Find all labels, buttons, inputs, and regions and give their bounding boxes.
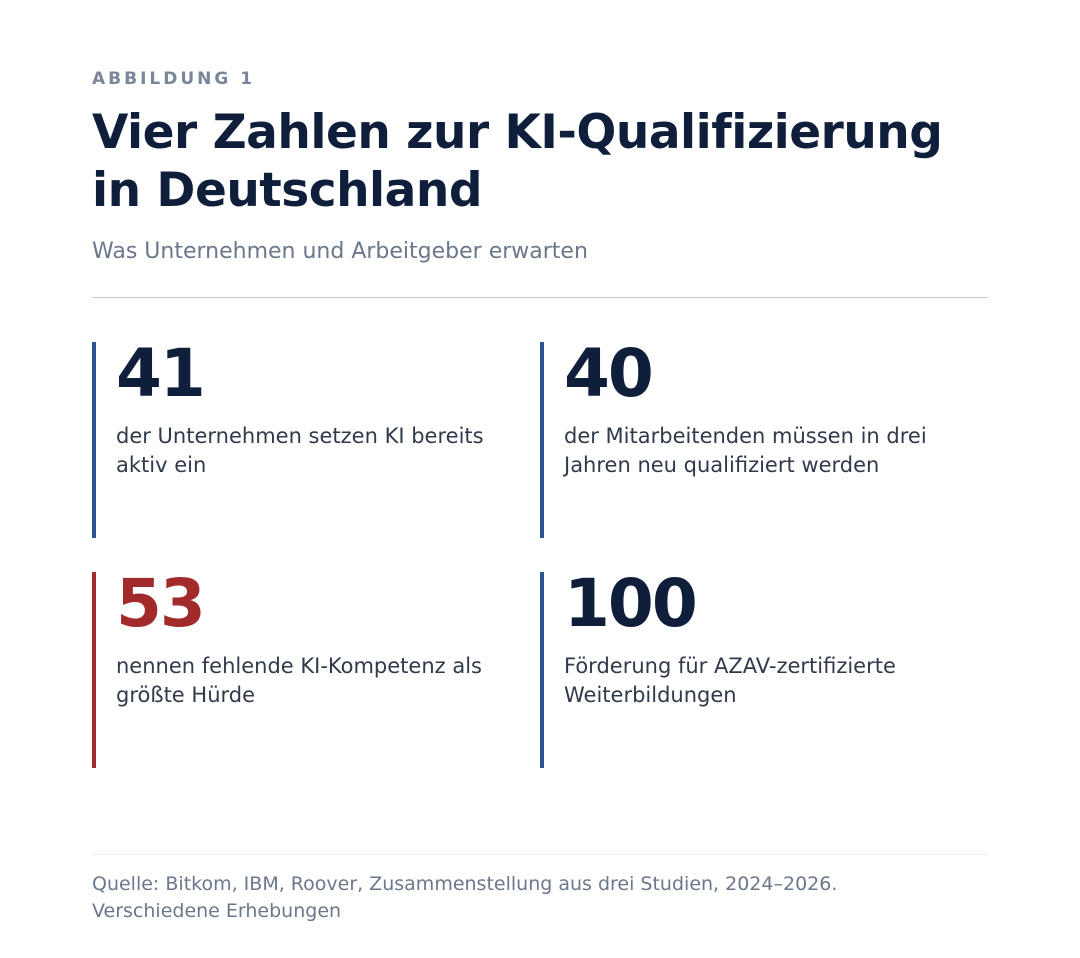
stat-card-employees-requalify: 40 der Mitarbeitenden müssen in drei Jah… bbox=[540, 335, 960, 538]
stat-label: der Mitarbeitenden müssen in drei Jahren… bbox=[564, 424, 927, 477]
stat-value: 53 bbox=[116, 565, 206, 642]
stat-value: 40 bbox=[564, 335, 654, 412]
figure: ABBILDUNG 1 Vier Zahlen zur KI-Qualifizi… bbox=[92, 0, 988, 958]
stat-label: Förderung für AZAV-zertifizierte Weiterb… bbox=[564, 654, 896, 707]
stat-label: der Unternehmen setzen KI bereits aktiv … bbox=[116, 424, 484, 477]
stat-card-companies-using-ai: 41 der Unternehmen setzen KI bereits akt… bbox=[92, 335, 512, 538]
figure-title: Vier Zahlen zur KI-Qualifizierung in Deu… bbox=[92, 105, 943, 218]
stat-value: 100 bbox=[564, 565, 698, 642]
stat-card-missing-competence: 53 nennen fehlende KI-Kompetenz als größ… bbox=[92, 565, 512, 768]
footer-divider bbox=[92, 854, 988, 855]
stat-card-azav-funding: 100 Förderung für AZAV-zertifizierte Wei… bbox=[540, 565, 960, 768]
stat-label: nennen fehlende KI-Kompetenz als größte … bbox=[116, 654, 482, 707]
source-line: Verschiedene Erhebungen bbox=[92, 900, 342, 922]
figure-label: ABBILDUNG 1 bbox=[92, 69, 256, 89]
figure-subtitle: Was Unternehmen und Arbeitgeber erwarten bbox=[92, 239, 588, 264]
source-line: Quelle: Bitkom, IBM, Roover, Zusammenste… bbox=[92, 873, 838, 895]
stat-value: 41 bbox=[116, 335, 206, 412]
source-note: Quelle: Bitkom, IBM, Roover, Zusammenste… bbox=[92, 871, 988, 925]
header-divider bbox=[92, 297, 988, 298]
